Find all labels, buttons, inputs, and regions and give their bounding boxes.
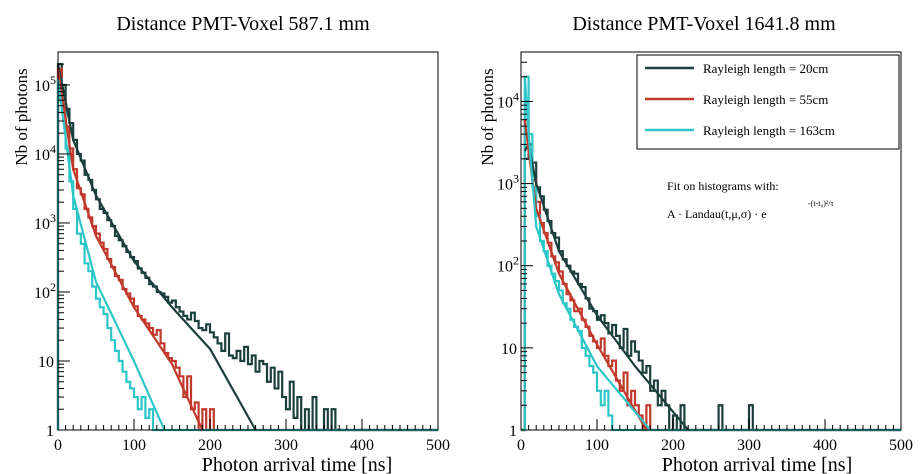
series-fits-2 [523,76,690,431]
x-tick-label: 0 [517,437,525,454]
y-tick-label: 103 [497,172,519,194]
axes-1: 0 100 200 300 400 500 1 10 102 103 104 105 [34,51,450,454]
histogram-series-2 [56,67,438,432]
fit-curve-series-1 [56,63,257,431]
y-tick-label: 10 [501,341,517,358]
legend: Rayleigh length = 20cm Rayleigh length =… [636,54,900,150]
x-tick-label: 300 [737,437,761,454]
x-tick-label: 200 [198,437,222,454]
histogram-series-1 [521,143,901,432]
y-tick-label: 1 [509,423,517,440]
fit-curve-series-1 [523,141,690,431]
x-axis-label-1: Photon arrival time [ns] [202,454,393,474]
histogram-series-3 [521,75,901,432]
legend-box [636,54,900,150]
y-tick-label: 102 [34,280,56,302]
chart-title-1: Distance PMT-Voxel 587.1 mm [116,13,370,35]
x-tick-label: 0 [54,437,62,454]
fit-curve-series-2 [56,68,204,431]
y-tick-label: 1 [46,423,54,440]
axes-2: 0 100 200 300 400 500 1 10 102 103 104 [497,51,913,454]
y-tick-label: 105 [34,73,56,95]
x-tick-label: 500 [426,437,450,454]
fit-annotation: Fit on histograms with: A · Landau(t,μ,σ… [667,179,835,221]
histogram-series-1 [56,63,438,432]
fit-curve-series-3 [56,79,166,431]
y-tick-label: 10 [38,354,54,371]
chart-title-2: Distance PMT-Voxel 1641.8 mm [572,13,836,35]
x-tick-label: 100 [122,437,146,454]
x-tick-label: 400 [350,437,374,454]
chart-panel-2: Distance PMT-Voxel 1641.8 mm Nb of photo… [478,13,913,474]
fit-curve-series-2 [523,119,648,431]
plot-frame-1 [57,51,439,431]
annotation-exponent: -(t-t₀)²/τ [808,199,835,208]
fit-curve-series-3 [523,76,652,431]
x-axis-label-2: Photon arrival time [ns] [662,454,853,474]
annotation-line-1: Fit on histograms with: [667,179,779,193]
legend-label-163cm: Rayleigh length = 163cm [703,123,835,138]
y-tick-label: 102 [497,254,519,276]
x-tick-label: 300 [274,437,298,454]
series-histograms-1 [56,63,438,432]
chart-panel-1: Distance PMT-Voxel 587.1 mm Nb of photon… [12,13,450,474]
y-axis-label-2: Nb of photons [478,68,497,165]
y-axis-label-1: Nb of photons [12,68,31,165]
y-tick-label: 104 [34,142,56,164]
x-tick-label: 200 [661,437,685,454]
histogram-series-3 [56,78,438,432]
x-tick-label: 500 [889,437,913,454]
annotation-line-2: A · Landau(t,μ,σ) · e [667,207,767,221]
y-tick-label: 103 [34,211,56,233]
x-tick-label: 100 [585,437,609,454]
legend-label-55cm: Rayleigh length = 55cm [703,92,828,107]
y-tick-label: 104 [497,89,519,111]
series-fits-1 [56,63,257,431]
x-tick-label: 400 [813,437,837,454]
legend-label-20cm: Rayleigh length = 20cm [703,61,828,76]
